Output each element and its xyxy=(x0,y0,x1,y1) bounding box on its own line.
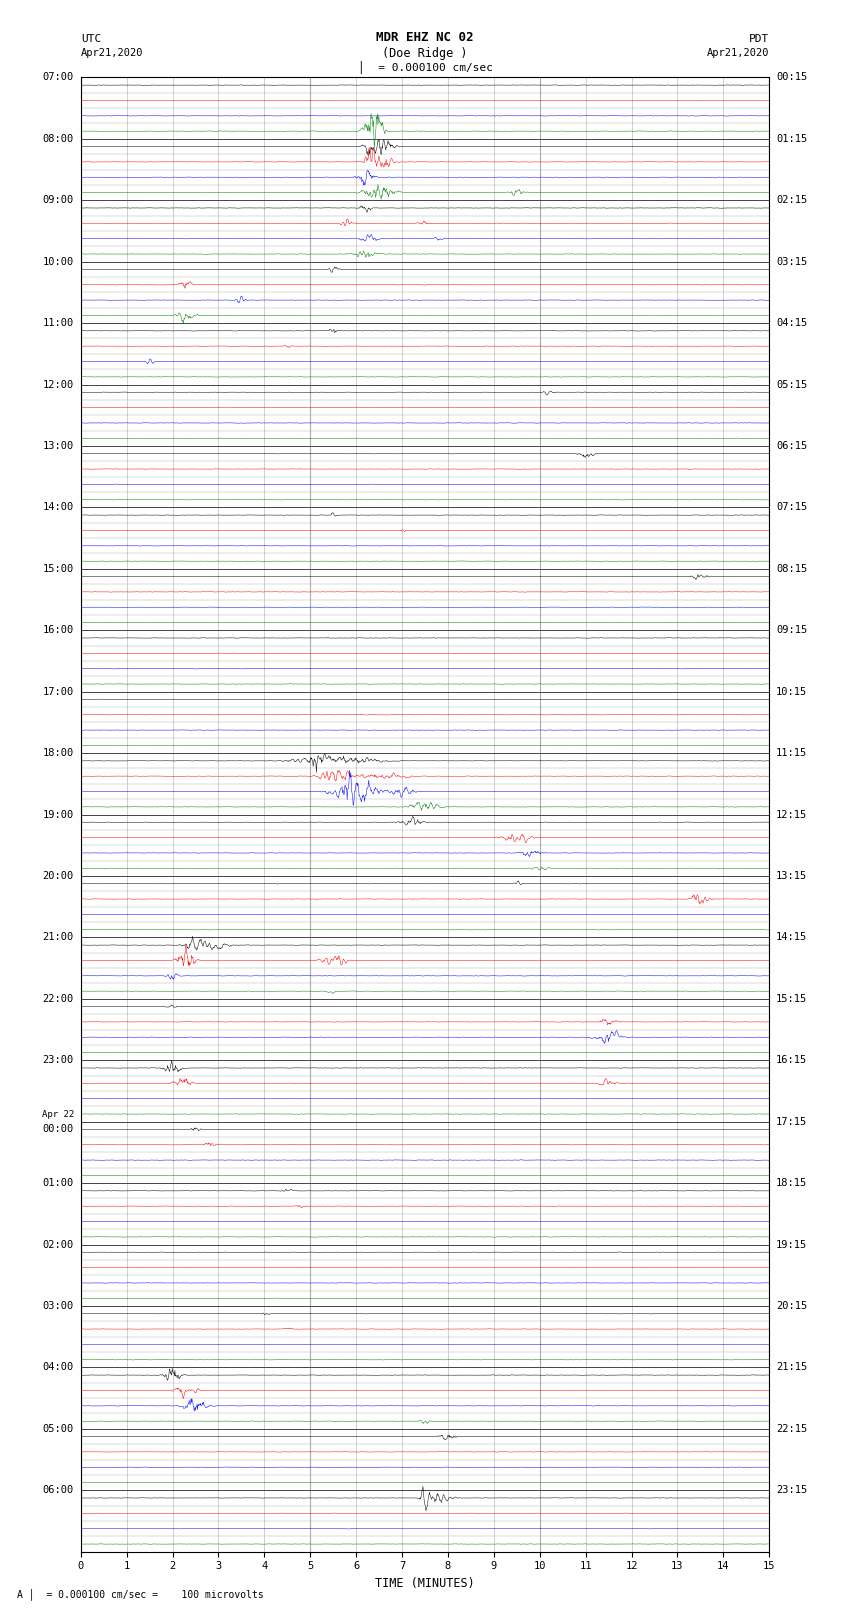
Text: 17:15: 17:15 xyxy=(776,1116,808,1127)
Text: 22:15: 22:15 xyxy=(776,1424,808,1434)
Text: A │  = 0.000100 cm/sec =    100 microvolts: A │ = 0.000100 cm/sec = 100 microvolts xyxy=(17,1589,264,1600)
Text: 16:00: 16:00 xyxy=(42,626,74,636)
Text: 13:00: 13:00 xyxy=(42,440,74,452)
Text: 08:15: 08:15 xyxy=(776,565,808,574)
Text: 11:00: 11:00 xyxy=(42,318,74,327)
Text: 15:15: 15:15 xyxy=(776,994,808,1003)
Text: 04:15: 04:15 xyxy=(776,318,808,327)
Text: 10:15: 10:15 xyxy=(776,687,808,697)
Text: 01:00: 01:00 xyxy=(42,1177,74,1189)
Text: 18:15: 18:15 xyxy=(776,1177,808,1189)
Text: 21:00: 21:00 xyxy=(42,932,74,942)
X-axis label: TIME (MINUTES): TIME (MINUTES) xyxy=(375,1578,475,1590)
Text: 07:00: 07:00 xyxy=(42,73,74,82)
Text: 10:00: 10:00 xyxy=(42,256,74,266)
Text: │  = 0.000100 cm/sec: │ = 0.000100 cm/sec xyxy=(358,61,492,74)
Text: 18:00: 18:00 xyxy=(42,748,74,758)
Text: 13:15: 13:15 xyxy=(776,871,808,881)
Text: 12:00: 12:00 xyxy=(42,379,74,390)
Text: 16:15: 16:15 xyxy=(776,1055,808,1065)
Text: Apr 22: Apr 22 xyxy=(42,1110,74,1119)
Text: 14:15: 14:15 xyxy=(776,932,808,942)
Text: 03:00: 03:00 xyxy=(42,1302,74,1311)
Text: 14:00: 14:00 xyxy=(42,502,74,513)
Text: Apr21,2020: Apr21,2020 xyxy=(81,48,144,58)
Text: 21:15: 21:15 xyxy=(776,1363,808,1373)
Text: 08:00: 08:00 xyxy=(42,134,74,144)
Text: 19:00: 19:00 xyxy=(42,810,74,819)
Text: 00:00: 00:00 xyxy=(42,1124,74,1134)
Text: 23:15: 23:15 xyxy=(776,1486,808,1495)
Text: UTC: UTC xyxy=(81,34,101,44)
Text: Apr21,2020: Apr21,2020 xyxy=(706,48,769,58)
Text: 02:00: 02:00 xyxy=(42,1239,74,1250)
Text: 11:15: 11:15 xyxy=(776,748,808,758)
Text: 20:15: 20:15 xyxy=(776,1302,808,1311)
Text: 04:00: 04:00 xyxy=(42,1363,74,1373)
Text: 06:15: 06:15 xyxy=(776,440,808,452)
Text: 23:00: 23:00 xyxy=(42,1055,74,1065)
Text: 09:00: 09:00 xyxy=(42,195,74,205)
Text: 07:15: 07:15 xyxy=(776,502,808,513)
Text: 12:15: 12:15 xyxy=(776,810,808,819)
Text: PDT: PDT xyxy=(749,34,769,44)
Text: 19:15: 19:15 xyxy=(776,1239,808,1250)
Text: 17:00: 17:00 xyxy=(42,687,74,697)
Text: 06:00: 06:00 xyxy=(42,1486,74,1495)
Text: 03:15: 03:15 xyxy=(776,256,808,266)
Text: 02:15: 02:15 xyxy=(776,195,808,205)
Text: 05:00: 05:00 xyxy=(42,1424,74,1434)
Text: 01:15: 01:15 xyxy=(776,134,808,144)
Text: 00:15: 00:15 xyxy=(776,73,808,82)
Text: 15:00: 15:00 xyxy=(42,565,74,574)
Text: 05:15: 05:15 xyxy=(776,379,808,390)
Text: 09:15: 09:15 xyxy=(776,626,808,636)
Text: 20:00: 20:00 xyxy=(42,871,74,881)
Text: (Doe Ridge ): (Doe Ridge ) xyxy=(382,47,468,60)
Text: MDR EHZ NC 02: MDR EHZ NC 02 xyxy=(377,31,473,44)
Text: 22:00: 22:00 xyxy=(42,994,74,1003)
